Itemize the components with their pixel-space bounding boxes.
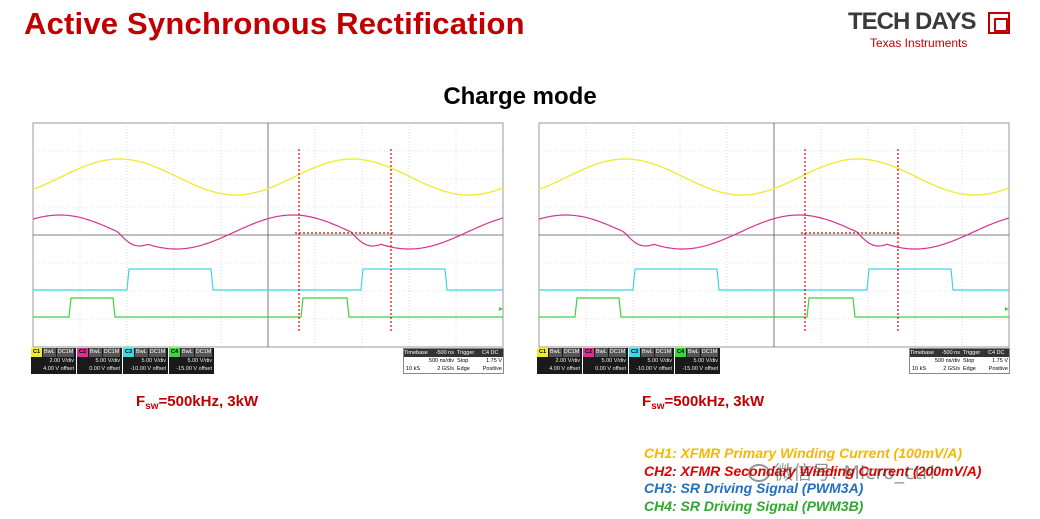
trace-ch1 [32,158,504,196]
channel-box-c2: C2 BwL DC1M 5.00 V/div 0.00 V offset [583,348,628,374]
channel-box-c1: C1 BwL DC1M 2.00 V/div 4.00 V offset [537,348,582,374]
trace-ch1 [538,158,1010,196]
trigger-level-arrow [1005,307,1009,311]
channel-box-c4: C4 BwL DC1M 5.00 V/div -15.00 V offset [169,348,214,374]
channel-box-c3: C3 BwL DC1M 5.00 V/div -10.00 V offset [629,348,674,374]
slide-subtitle: Charge mode [443,83,597,110]
trigger-level-arrow [499,307,503,311]
logo-subtext: Texas Instruments [870,36,968,50]
oscilloscope-capture-right: C1 BwL DC1M 2.00 V/div 4.00 V offset C2 BwL… [537,121,1011,375]
switching-frequency-label-right: Fsw=500kHz, 3kW [642,393,765,412]
channel-box-c2: C2 BwL DC1M 5.00 V/div 0.00 V offset [77,348,122,374]
channel-box-c1: C1 BwL DC1M 2.00 V/div 4.00 V offset [31,348,76,374]
tech-days-logo: TECH DAYS Texas Instruments [848,8,1023,50]
trace-ch2 [538,214,1010,250]
legend-ch4: CH4: SR Driving Signal (PWM3B) [644,497,864,514]
trace-ch2 [32,214,504,250]
legend-ch2: CH2: XFMR Secondary Winding Current (200… [644,462,982,479]
trace-ch4 [33,297,503,318]
scope-plot-right [538,122,1010,348]
trace-ch4 [539,297,1009,318]
legend-ch3: CH3: SR Driving Signal (PWM3A) [644,480,864,496]
channel-legend: CH1: XFMR Primary Winding Current (100mV… [644,445,981,515]
timebase-trigger-box: Timebase -500 ns Trigger C4 DC 500 ns/div St… [403,348,504,374]
scope-plot-left [32,122,504,348]
scope-info-bar-left: C1 BwL DC1M 2.00 V/div 4.00 V offset C2 BwL… [31,348,505,374]
watermark: 微信号: Micro_ctrl [748,458,935,485]
logo-text: TECH DAYS [848,8,976,35]
wechat-icon [748,464,770,482]
timebase-trigger-box: Timebase -500 ns Trigger C4 DC 500 ns/div St… [909,348,1010,374]
channel-box-c3: C3 BwL DC1M 5.00 V/div -10.00 V offset [123,348,168,374]
scope-info-bar-right: C1 BwL DC1M 2.00 V/div 4.00 V offset C2 BwL… [537,348,1011,374]
trace-ch3 [33,268,503,291]
channel-box-c4: C4 BwL DC1M 5.00 V/div -15.00 V offset [675,348,720,374]
switching-frequency-label-left: Fsw=500kHz, 3kW [136,393,259,412]
legend-ch1: CH1: XFMR Primary Winding Current (100mV… [644,445,963,461]
trace-ch3 [539,268,1009,291]
oscilloscope-capture-left: C1 BwL DC1M 2.00 V/div 4.00 V offset C2 BwL… [31,121,505,375]
slide-title: Active Synchronous Rectification [24,6,525,41]
ti-logo-icon [988,12,1010,34]
